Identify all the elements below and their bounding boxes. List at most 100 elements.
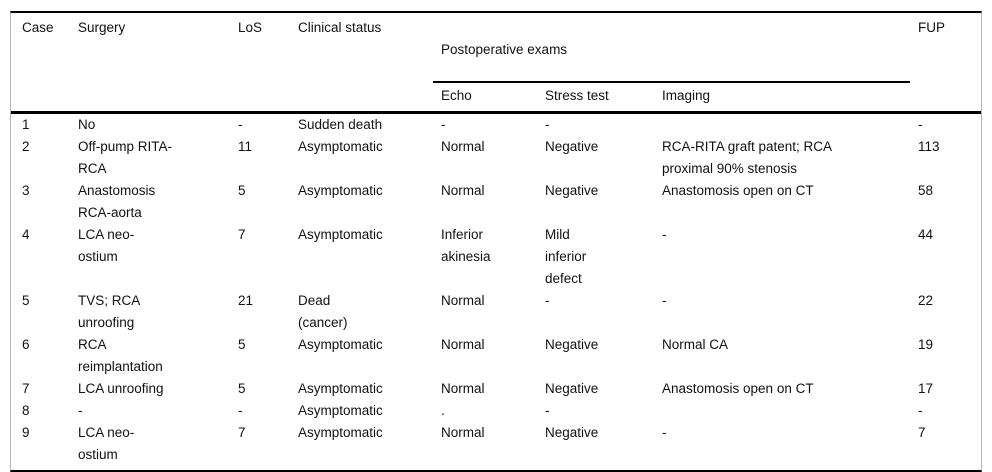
- cell-imaging: Normal CA: [662, 337, 729, 352]
- cell-echo: Inferior akinesia: [441, 227, 491, 264]
- cell-stress-test: Negative: [545, 183, 599, 198]
- cell-clinical-status: Dead (cancer): [298, 293, 348, 330]
- table-row: 3 Anastomosis RCA-aorta 5 Asymptomatic N…: [11, 180, 981, 224]
- cell-echo: Normal: [441, 293, 485, 308]
- subheader-empty-clinical: [298, 83, 441, 114]
- cell-imaging: -: [662, 293, 667, 308]
- cell-case: 3: [22, 183, 30, 198]
- page: Case Surgery LoS Clinical status Postope…: [10, 11, 983, 472]
- cell-case: 1: [22, 117, 30, 132]
- cell-stress-test: -: [545, 403, 550, 418]
- cell-fup: -: [918, 403, 923, 418]
- cell-stress-test: -: [545, 117, 550, 132]
- cell-echo: .: [441, 403, 445, 418]
- cell-surgery: LCA unroofing: [78, 381, 164, 396]
- cell-imaging: -: [662, 425, 667, 440]
- cell-stress-test: Negative: [545, 381, 599, 396]
- cell-imaging: Anastomosis open on CT: [662, 183, 814, 198]
- cell-case: 7: [22, 381, 30, 396]
- cell-imaging: RCA-RITA graft patent; RCA proximal 90% …: [662, 139, 833, 176]
- cell-surgery: LCA neo- ostium: [78, 227, 135, 264]
- cell-los: 5: [238, 381, 246, 396]
- subheader-empty-case: [11, 83, 78, 114]
- cell-clinical-status: Asymptomatic: [298, 403, 383, 418]
- cell-echo: -: [441, 117, 446, 132]
- cell-clinical-status: Asymptomatic: [298, 227, 383, 242]
- cell-los: 7: [238, 227, 246, 242]
- subheader-empty-los: [238, 83, 298, 114]
- cell-surgery: No: [78, 117, 96, 132]
- cell-echo: Normal: [441, 381, 485, 396]
- table-row: 9 LCA neo- ostium 7 Asymptomatic Normal …: [11, 422, 981, 470]
- cell-imaging: -: [662, 227, 667, 242]
- header-row-sub: Echo Stress test Imaging: [11, 83, 982, 114]
- col-header-clinical-status: Clinical status: [298, 20, 382, 35]
- cell-clinical-status: Asymptomatic: [298, 381, 383, 396]
- col-header-surgery: Surgery: [78, 20, 126, 35]
- cell-stress-test: Mild inferior defect: [545, 227, 587, 286]
- cell-clinical-status: Asymptomatic: [298, 183, 383, 198]
- cell-case: 8: [22, 403, 30, 418]
- cell-surgery: RCA reimplantation: [78, 337, 163, 374]
- cell-surgery: TVS; RCA unroofing: [78, 293, 141, 330]
- cell-case: 2: [22, 139, 30, 154]
- cell-echo: Normal: [441, 425, 485, 440]
- cell-los: -: [238, 117, 243, 132]
- cell-fup: 113: [918, 139, 940, 154]
- cell-stress-test: Negative: [545, 139, 599, 154]
- cell-surgery: -: [78, 403, 83, 418]
- cell-case: 9: [22, 425, 30, 440]
- header-row-top: Case Surgery LoS Clinical status Postope…: [11, 13, 981, 83]
- cell-los: 21: [238, 293, 254, 308]
- cell-los: -: [238, 403, 243, 418]
- cell-echo: Normal: [441, 139, 485, 154]
- col-header-case: Case: [22, 20, 54, 35]
- cell-los: 7: [238, 425, 246, 440]
- table-row: 4 LCA neo- ostium 7 Asymptomatic Inferio…: [11, 224, 981, 290]
- cell-fup: 58: [918, 183, 934, 198]
- cell-imaging: [662, 114, 918, 136]
- table-row: 8 - - Asymptomatic . - -: [11, 400, 981, 422]
- cell-los: 5: [238, 337, 246, 352]
- cell-los: 5: [238, 183, 246, 198]
- table-row: 5 TVS; RCA unroofing 21 Dead (cancer) No…: [11, 290, 981, 334]
- cases-outcome-table: Case Surgery LoS Clinical status Postope…: [10, 11, 983, 472]
- cell-fup: 44: [918, 227, 934, 242]
- cell-fup: 19: [918, 337, 934, 352]
- cell-case: 4: [22, 227, 30, 242]
- cell-surgery: Off-pump RITA- RCA: [78, 139, 173, 176]
- table-row: 2 Off-pump RITA- RCA 11 Asymptomatic Nor…: [11, 136, 981, 180]
- col-header-stress-test: Stress test: [545, 83, 662, 114]
- cell-stress-test: Negative: [545, 337, 599, 352]
- cell-imaging: [662, 400, 918, 422]
- table-row: 1 No - Sudden death - - -: [11, 114, 981, 136]
- cell-fup: -: [918, 117, 923, 132]
- col-header-imaging: Imaging: [662, 83, 919, 114]
- cell-clinical-status: Asymptomatic: [298, 425, 383, 440]
- subheader-empty-surgery: [78, 83, 238, 114]
- col-header-los: LoS: [238, 20, 263, 35]
- cell-case: 6: [22, 337, 30, 352]
- cell-clinical-status: Sudden death: [298, 117, 383, 132]
- cell-case: 5: [22, 293, 30, 308]
- cell-surgery: LCA neo- ostium: [78, 425, 135, 462]
- table-body: 1 No - Sudden death - - - 2 Off-pump RIT…: [11, 114, 981, 470]
- cell-echo: Normal: [441, 183, 485, 198]
- col-header-echo: Echo: [441, 83, 545, 114]
- cell-echo: Normal: [441, 337, 485, 352]
- cell-los: 11: [238, 139, 253, 154]
- cell-surgery: Anastomosis RCA-aorta: [78, 183, 156, 220]
- postoperative-exams-label: Postoperative exams: [441, 42, 568, 57]
- postoperative-exams-underline: [433, 81, 910, 83]
- col-header-postoperative-exams: Postoperative exams: [433, 13, 918, 83]
- cell-stress-test: Negative: [545, 425, 599, 440]
- cell-stress-test: -: [545, 293, 550, 308]
- table-row: 7 LCA unroofing 5 Asymptomatic Normal Ne…: [11, 378, 981, 400]
- cell-clinical-status: Asymptomatic: [298, 139, 383, 154]
- cell-fup: 17: [918, 381, 934, 396]
- table-row: 6 RCA reimplantation 5 Asymptomatic Norm…: [11, 334, 981, 378]
- cell-imaging: Anastomosis open on CT: [662, 381, 814, 396]
- cell-fup: 7: [918, 425, 926, 440]
- subheader-empty-fup: [918, 83, 982, 114]
- cell-fup: 22: [918, 293, 934, 308]
